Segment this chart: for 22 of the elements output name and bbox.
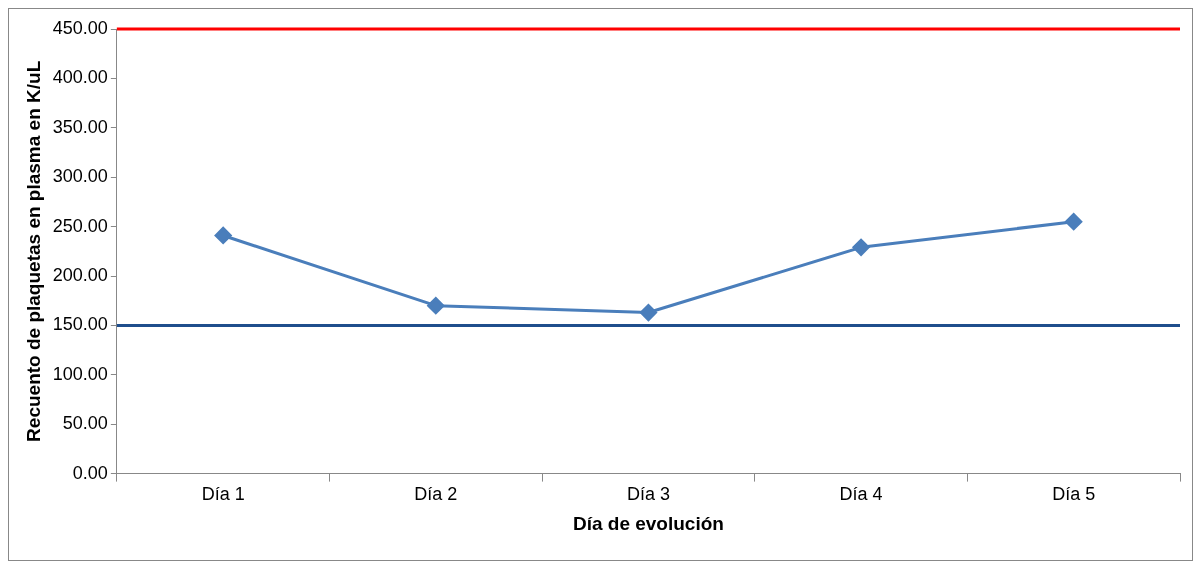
point: [639, 304, 657, 322]
y-axis-title: Recuento de plaquetas en plasma en K/uL: [22, 60, 44, 442]
y-tick-label: 150.00: [52, 314, 108, 335]
y-tick-label: 100.00: [52, 363, 108, 384]
point: [1065, 213, 1083, 231]
y-tick-label: 400.00: [52, 67, 108, 88]
x-tick-label: Día 5: [1052, 484, 1096, 505]
x-tick-label: Día 1: [201, 484, 245, 505]
y-tick-label: 200.00: [52, 264, 108, 285]
y-tick-label: 0.00: [72, 462, 108, 483]
y-tick-label: 350.00: [52, 116, 108, 137]
point: [852, 238, 870, 256]
y-tick-label: 250.00: [52, 215, 108, 236]
y-tick-label: 50.00: [62, 413, 108, 434]
y-tick-label: 300.00: [52, 166, 108, 187]
point: [214, 226, 232, 244]
x-tick-label: Día 2: [414, 484, 458, 505]
x-tick-label: Día 3: [626, 484, 670, 505]
point: [427, 297, 445, 315]
x-tick-label: Día 4: [839, 484, 883, 505]
x-axis-title: Día de evolución: [572, 512, 724, 534]
y-tick-label: 450.00: [52, 17, 108, 38]
